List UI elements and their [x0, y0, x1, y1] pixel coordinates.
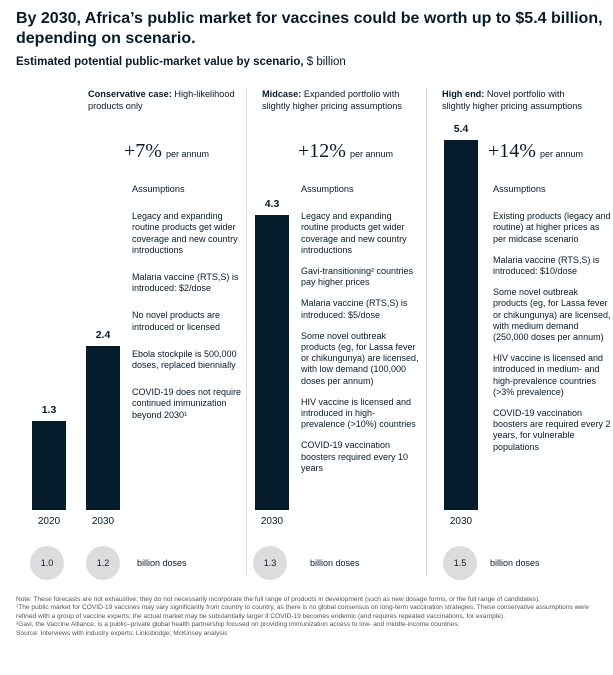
- footnotes: Note: These forecasts are not exhaustive…: [16, 596, 601, 638]
- assumptions-heading: Assumptions: [493, 184, 546, 194]
- assumptions-midcase: Assumptions Legacy and expanding routine …: [301, 184, 419, 474]
- doses-unit-label: billion doses: [490, 558, 540, 568]
- doses-circle: 1.3: [253, 546, 287, 580]
- doses-circle: 1.5: [443, 546, 477, 580]
- assumption-item: COVID-19 does not require continued immu…: [132, 387, 242, 420]
- assumption-item: Some novel outbreak products (eg, for La…: [301, 330, 419, 386]
- assumption-item: Malaria vaccine (RTS,S) is introduced: $…: [493, 254, 600, 277]
- bar-value-label: 2.4: [95, 328, 111, 341]
- doses-circle: 1.2: [86, 546, 120, 580]
- column-divider: [426, 88, 427, 576]
- scenario-header-high-end: High end: Novel portfolio with slightly …: [442, 89, 582, 111]
- note-gavi: ²Gavi, the Vaccine Alliance, is a public…: [16, 621, 460, 629]
- subtitle-unit: $ billion: [303, 56, 346, 68]
- column-divider: [246, 88, 247, 576]
- doses-unit-label: billion doses: [310, 558, 360, 568]
- assumption-item: No novel products are introduced or lice…: [132, 310, 221, 332]
- bar: [32, 420, 66, 510]
- doses-unit-label: billion doses: [137, 558, 187, 568]
- assumption-item: Some novel outbreak products (eg, for La…: [493, 287, 611, 343]
- scenario-header-conservative: Conservative case: High-likelihood produ…: [88, 89, 235, 111]
- assumptions-heading: Assumptions: [301, 184, 354, 194]
- assumptions-heading: Assumptions: [132, 184, 185, 194]
- assumption-item: Legacy and expanding routine products ge…: [132, 211, 238, 255]
- assumptions-conservative: Assumptions Legacy and expanding routine …: [132, 184, 250, 421]
- assumption-item: COVID-19 vaccination boosters required e…: [301, 440, 409, 473]
- subtitle-main: Estimated potential public-market value …: [16, 56, 304, 68]
- assumption-item: Ebola stockpile is 500,000 doses, replac…: [132, 348, 237, 371]
- assumptions-high-end: Assumptions Existing products (legacy and…: [493, 184, 611, 453]
- assumption-item: Gavi-transitioning² countries pay higher…: [301, 266, 414, 288]
- assumption-item: COVID-19 vaccination boosters are requir…: [493, 408, 611, 452]
- doses-circle: 1.0: [30, 546, 64, 580]
- scenario-header-midcase: Midcase: Expanded portfolio with slightl…: [262, 89, 402, 111]
- bar-value-label: 1.3: [41, 403, 57, 416]
- year-label: 2030: [91, 516, 115, 527]
- year-label: 2020: [37, 516, 61, 527]
- growth-rate-high-end: +14% per annum: [488, 140, 583, 162]
- bar: [86, 345, 120, 510]
- bar-value-label: 4.3: [264, 198, 280, 211]
- chart-title: By 2030, Africa’s public market for vacc…: [16, 10, 603, 47]
- assumption-item: Legacy and expanding routine products ge…: [301, 211, 407, 255]
- bar: [444, 140, 478, 510]
- year-label: 2030: [260, 516, 284, 527]
- assumption-item: Malaria vaccine (RTS,S) is introduced: $…: [301, 298, 408, 320]
- assumption-item: HIV vaccine is licensed and introduced i…: [301, 396, 416, 430]
- note-covid: ¹The public market for COVID-19 vaccines…: [16, 604, 589, 620]
- bar-value-label: 5.4: [453, 123, 469, 135]
- growth-rate-conservative: +7% per annum: [124, 140, 209, 162]
- bar: [255, 215, 289, 510]
- assumption-item: Malaria vaccine (RTS,S) is introduced: $…: [132, 272, 239, 294]
- chart-subtitle: Estimated potential public-market value …: [16, 56, 346, 68]
- assumption-item: HIV vaccine is licensed and introduced i…: [493, 353, 604, 397]
- assumption-item: Existing products (legacy and routine) a…: [493, 211, 611, 244]
- note-general: Note: These forecasts are not exhaustive…: [16, 596, 541, 603]
- growth-rate-midcase: +12% per annum: [298, 140, 393, 162]
- year-label: 2030: [449, 516, 473, 527]
- note-source: Source: Interviews with industry experts…: [16, 629, 228, 637]
